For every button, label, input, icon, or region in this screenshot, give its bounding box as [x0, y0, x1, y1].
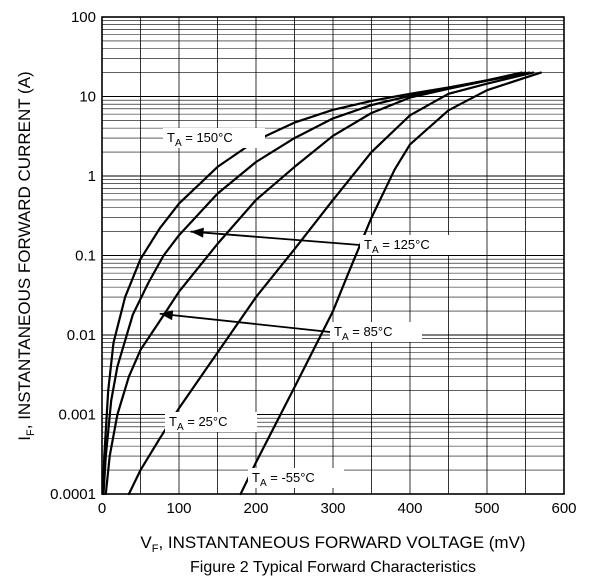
- series-layer: [101, 71, 543, 496]
- y-tick-label: 0.001: [58, 407, 96, 424]
- x-tick-label: 0: [98, 500, 106, 517]
- annotation-arrowhead: [190, 227, 204, 238]
- x-axis-title: VF, INSTANTANEOUS FORWARD VOLTAGE (mV): [140, 533, 525, 555]
- y-axis-title: IF, INSTANTANEOUS FORWARD CURRENT (A): [15, 71, 37, 440]
- y-tick-label: 0.01: [67, 327, 96, 344]
- y-tick-labels: 0.0001 0.001 0.01 0.1 1 10 100: [50, 9, 96, 503]
- series-line: [127, 71, 535, 496]
- y-tick-label: 0.1: [75, 248, 96, 265]
- annotation-arrowhead: [159, 310, 174, 321]
- x-tick-label: 500: [474, 500, 499, 517]
- x-tick-label: 400: [397, 500, 422, 517]
- y-tick-label: 0.0001: [50, 486, 96, 503]
- x-tick-label: 100: [166, 500, 191, 517]
- series-line: [104, 71, 531, 496]
- annotation-label: TA = 25°C: [169, 414, 228, 433]
- x-tick-label: 200: [243, 500, 268, 517]
- series-line: [239, 71, 543, 496]
- annotation-label: TA = -55°C: [252, 470, 315, 489]
- x-tick-labels: 0 100 200 300 400 500 600: [98, 500, 577, 517]
- annotation-label: TA = 150°C: [167, 130, 233, 149]
- y-tick-label: 10: [79, 89, 96, 106]
- figure-caption: Figure 2 Typical Forward Characteristics: [190, 559, 476, 576]
- annotation-label-bg: [330, 322, 422, 342]
- x-tick-label: 600: [551, 500, 576, 517]
- annotation-label-bg: [165, 412, 257, 432]
- annotation-layer: TA = 150°C TA = 125°C TA = 85°C TA = 25°C TA…: [159, 128, 462, 489]
- annotation-label: TA = 85°C: [334, 324, 393, 343]
- annotation-label: TA = 125°C: [364, 237, 430, 256]
- annotation-arrow-line: [190, 230, 361, 246]
- y-tick-label: 1: [88, 168, 96, 185]
- series-line: [101, 71, 523, 496]
- annotation-label-bg: [248, 468, 344, 488]
- y-tick-label: 100: [71, 9, 96, 26]
- annotation-label-bg: [163, 128, 265, 148]
- plot-frame: [101, 16, 565, 495]
- annotation-arrow-line: [159, 312, 331, 333]
- series-line: [102, 71, 527, 496]
- x-tick-label: 300: [320, 500, 345, 517]
- annotation-label-bg: [360, 235, 462, 255]
- grid-lines: [102, 17, 564, 494]
